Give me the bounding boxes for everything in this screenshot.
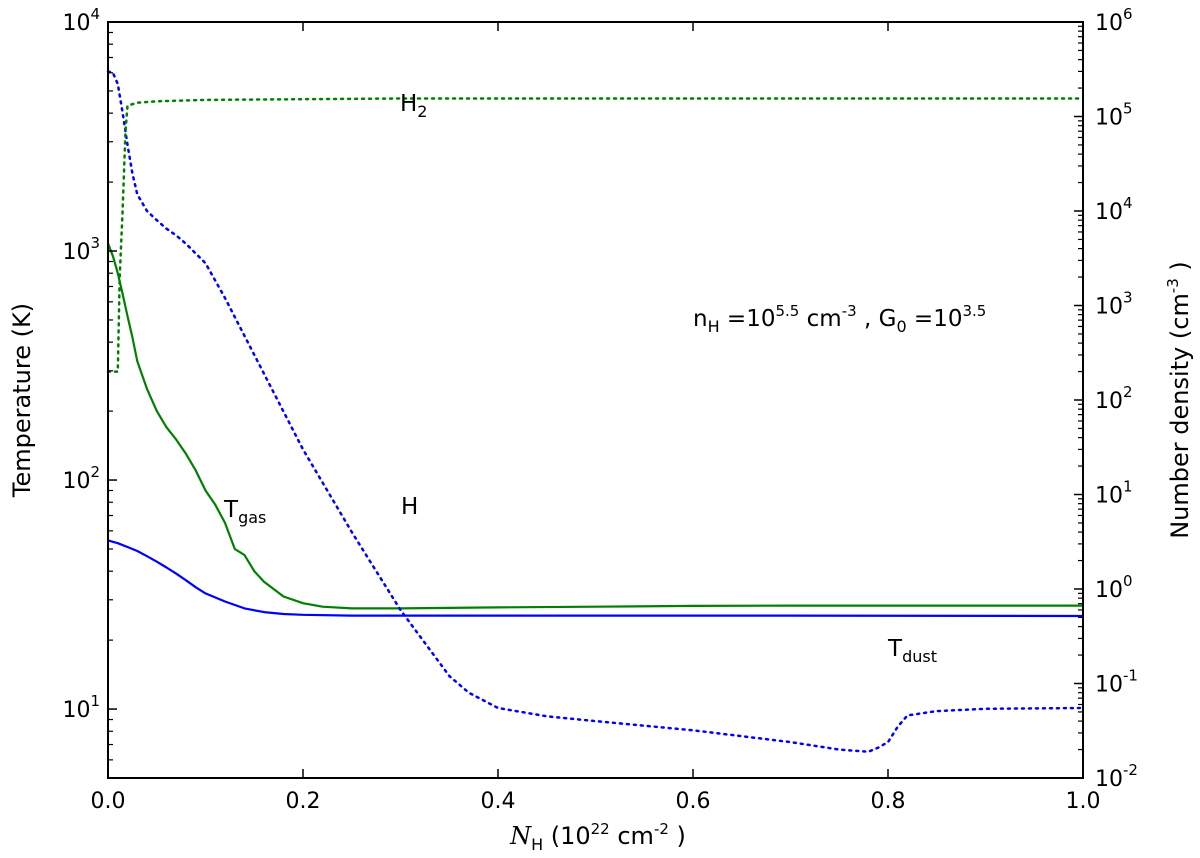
y-left-tick-label: 102 <box>62 463 100 494</box>
x-axis-title: NH (1022 cm-2 ) <box>509 820 686 854</box>
h2-label-base: H <box>400 91 417 117</box>
y-left-tick-label: 101 <box>62 692 100 723</box>
tick-base: 10 <box>62 469 90 494</box>
h2-label-sub: 2 <box>417 102 427 121</box>
params-annotation: nH =105.5 cm-3 , G0 =103.5 <box>693 302 986 336</box>
series-t-dust <box>107 539 1084 618</box>
y-right-pre: Number density (cm <box>1166 293 1194 539</box>
tick-base: 10 <box>62 240 90 265</box>
series-h <box>106 70 1085 753</box>
tdust-label: Tdust <box>887 636 937 666</box>
tgas-label-sub: gas <box>238 508 266 527</box>
x-tick-label: 0.0 <box>91 789 126 814</box>
x-axis-exp: 22 <box>591 820 610 838</box>
params-exp1: 5.5 <box>775 302 799 320</box>
x-axis-close: ) <box>669 822 686 850</box>
params-unit-exp: -3 <box>842 302 857 320</box>
y-right-tick-label: 103 <box>1095 289 1133 320</box>
x-tick-label: 0.6 <box>676 789 711 814</box>
x-axis-pre: (10 <box>543 822 591 850</box>
y-right-tick-label: 105 <box>1095 100 1133 131</box>
series-t-gas <box>106 243 1083 610</box>
tick-exp: 1 <box>90 692 100 710</box>
tick-exp: 5 <box>1123 100 1133 118</box>
y-left-tick-label: 104 <box>62 5 100 36</box>
x-axis-unit-exp: -2 <box>654 820 669 838</box>
y-right-tick-label: 104 <box>1095 194 1133 225</box>
x-axis-symbol: N <box>509 822 532 850</box>
tick-base: 10 <box>1095 767 1123 792</box>
x-axis-unit: cm <box>610 822 654 850</box>
y-right-exp: -3 <box>1164 278 1182 293</box>
tick-exp: 2 <box>90 463 100 481</box>
x-axis-sub: H <box>531 835 543 854</box>
tdust-label-base: T <box>887 636 903 662</box>
tick-base: 10 <box>1095 389 1123 414</box>
ticks-layer: 0.0 0.2 0.4 0.6 0.8 1.010110210310410-210-110… <box>62 5 1138 814</box>
h2-label: H2 <box>400 91 427 121</box>
y-right-tick-label: 106 <box>1095 5 1133 36</box>
tick-base: 10 <box>1095 673 1123 698</box>
tgas-label: Tgas <box>223 497 266 527</box>
series-layer <box>106 70 1085 753</box>
y-right-tick-label: 10-1 <box>1095 667 1138 698</box>
params-unit: cm <box>799 306 841 332</box>
tdust-label-sub: dust <box>902 647 937 666</box>
tick-base: 10 <box>1095 11 1123 36</box>
params-n-sub: H <box>708 317 720 336</box>
tick-base: 10 <box>62 11 90 36</box>
tick-base: 10 <box>1095 200 1123 225</box>
x-tick-label: 0.4 <box>481 789 516 814</box>
tick-exp: 4 <box>1123 194 1133 212</box>
params-g-sub: 0 <box>896 317 906 336</box>
tick-exp: 4 <box>90 5 100 23</box>
h-label: H <box>401 494 418 520</box>
tick-base: 10 <box>1095 484 1123 509</box>
y-right-close: ) <box>1166 261 1194 278</box>
tick-base: 10 <box>1095 578 1123 603</box>
y-right-tick-label: 100 <box>1095 572 1133 603</box>
params-sep: , G <box>857 306 897 332</box>
series-h2 <box>106 97 1085 373</box>
y-right-axis-title: Number density (cm-3 ) <box>1164 261 1194 539</box>
params-n: n <box>693 306 708 332</box>
tick-base: 10 <box>62 698 90 723</box>
y-right-tick-label: 10-2 <box>1095 761 1138 792</box>
y-right-tick-label: 101 <box>1095 478 1133 509</box>
y-right-tick-label: 102 <box>1095 383 1133 414</box>
tick-base: 10 <box>1095 295 1123 320</box>
params-eq1: =10 <box>720 306 776 332</box>
y-left-tick-label: 103 <box>62 234 100 265</box>
y-left-axis-title: Temperature (K) <box>8 303 36 498</box>
tick-exp: 1 <box>1123 478 1133 496</box>
tgas-label-base: T <box>223 497 239 523</box>
tick-exp: 0 <box>1123 572 1133 590</box>
tick-exp: 3 <box>1123 289 1133 307</box>
tick-exp: 2 <box>1123 383 1133 401</box>
tick-base: 10 <box>1095 106 1123 131</box>
tick-exp: -2 <box>1123 761 1138 779</box>
params-exp2: 3.5 <box>962 302 986 320</box>
tick-exp: 3 <box>90 234 100 252</box>
tick-exp: 6 <box>1123 5 1133 23</box>
x-tick-label: 0.8 <box>871 789 906 814</box>
tick-exp: -1 <box>1123 667 1138 685</box>
x-tick-label: 0.2 <box>286 789 321 814</box>
x-tick-label: 1.0 <box>1066 789 1101 814</box>
params-eq2: =10 <box>907 306 963 332</box>
